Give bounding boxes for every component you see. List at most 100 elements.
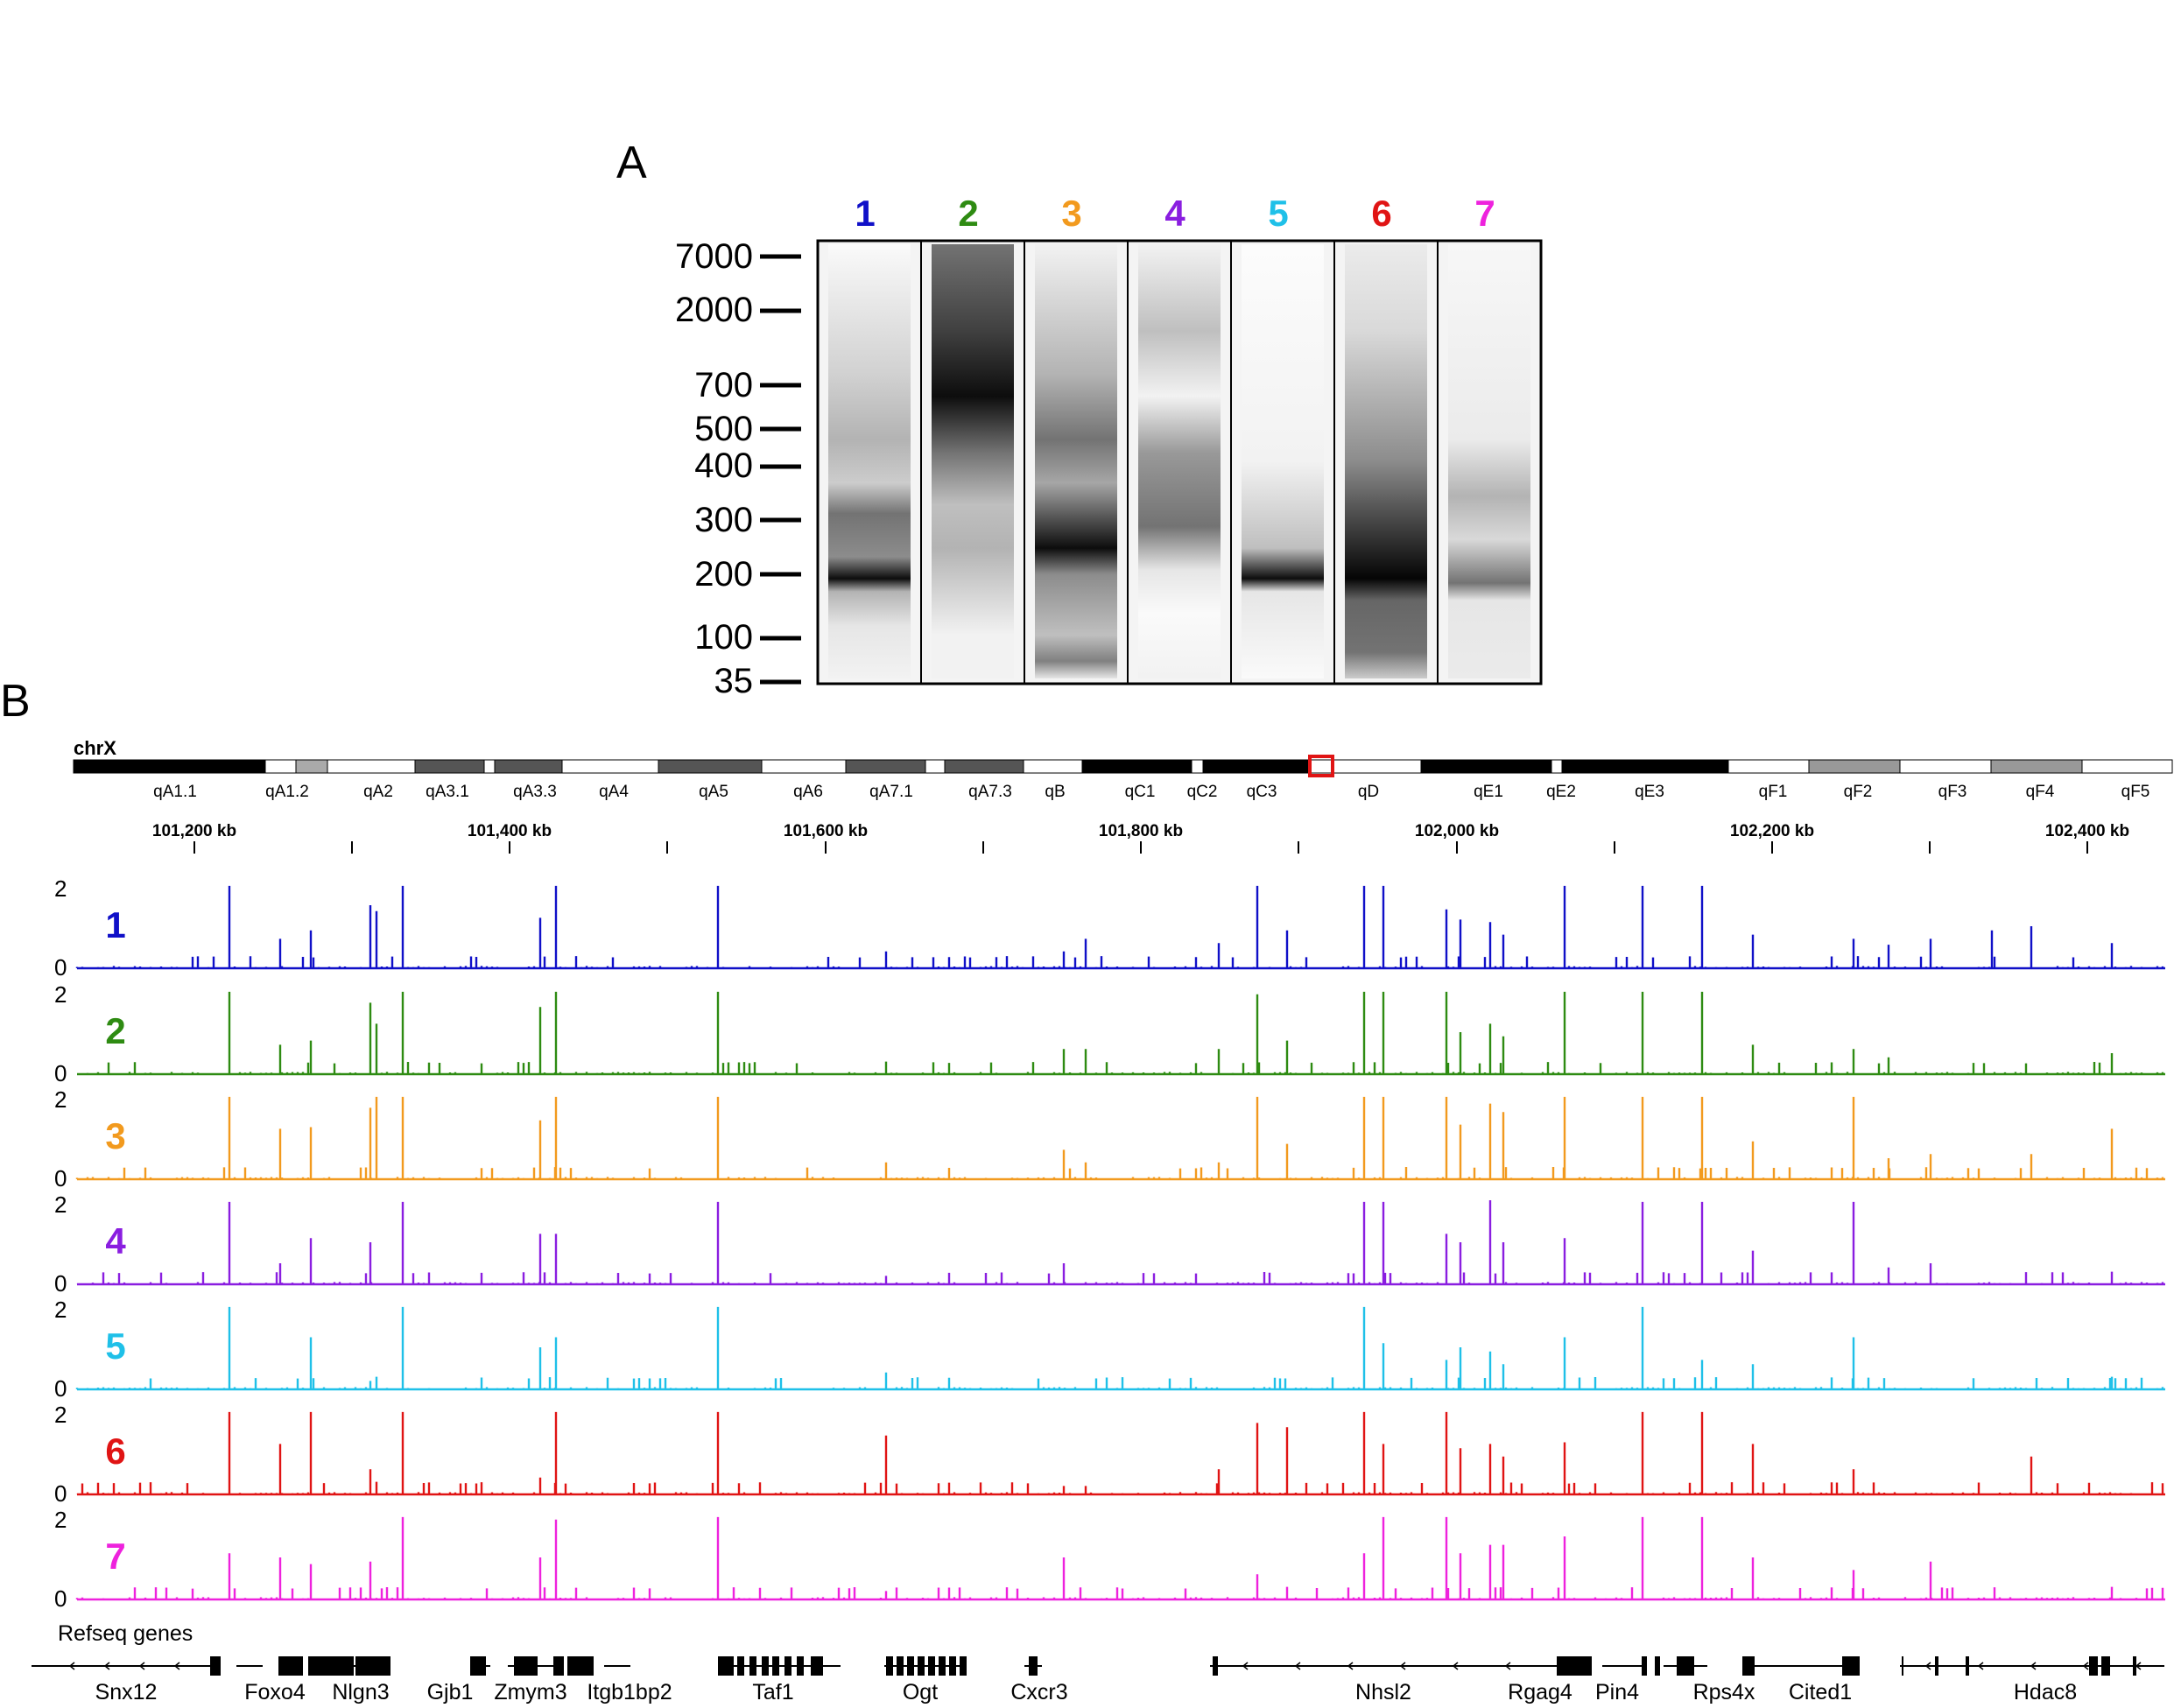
band-label: qE3	[1635, 783, 1664, 801]
signal-track-4: 2 0 4	[54, 1191, 2165, 1297]
signal-track-5: 2 0 5	[54, 1297, 2165, 1402]
band-label: qA7.1	[869, 783, 913, 801]
chromosome-band	[1023, 759, 1083, 774]
gene-exon	[1842, 1656, 1860, 1676]
chromosome-band	[1808, 759, 1901, 774]
gene-exon	[2089, 1656, 2098, 1676]
signal-track-7: 2 0 7	[54, 1507, 2165, 1612]
gene-exon	[368, 1656, 380, 1676]
strand-arrow	[173, 1662, 180, 1670]
coordinate-label: 101,400 kb	[468, 822, 552, 840]
band-label: qC3	[1247, 783, 1277, 801]
track-label: 4	[105, 1220, 126, 1262]
chromosome-band	[761, 759, 847, 774]
ladder-label-300: 300	[694, 501, 753, 539]
gene-exon	[525, 1656, 538, 1676]
ladder-label-100: 100	[694, 618, 753, 657]
gene-exon	[886, 1656, 893, 1676]
gel-lane-label-2: 2	[958, 193, 978, 234]
ladder-label-200: 200	[694, 555, 753, 594]
gene-exon	[737, 1656, 744, 1676]
gene-exon	[928, 1656, 935, 1676]
gene-label: Zmym3	[494, 1680, 566, 1704]
coordinate-label: 101,600 kb	[784, 822, 868, 840]
gel-lane-label-6: 6	[1371, 193, 1391, 234]
gene-exon	[1677, 1656, 1694, 1676]
band-label: qA5	[699, 783, 728, 801]
signal-trace	[75, 1306, 2165, 1391]
signal-track-1: 2 0 1	[54, 875, 2165, 981]
y-axis-min-label: 0	[54, 954, 67, 981]
gel-lane-smear-1	[828, 244, 911, 678]
y-axis-min-label: 0	[54, 1270, 67, 1297]
chromosome-band	[1551, 759, 1563, 774]
strand-arrow	[1294, 1662, 1301, 1670]
panel-b-letter: B	[0, 676, 31, 727]
ladder-label-2000: 2000	[675, 291, 753, 329]
gene-exon	[355, 1656, 368, 1676]
gene-exon	[1966, 1656, 1969, 1676]
gene-exon	[1655, 1656, 1660, 1676]
gene-exon	[762, 1656, 769, 1676]
chromosome-band	[494, 759, 563, 774]
track-label: 5	[105, 1325, 125, 1367]
strand-arrow	[103, 1662, 110, 1670]
gene-exon	[1642, 1656, 1647, 1676]
gene-label: Hdac8	[2014, 1680, 2077, 1704]
size-ladder: 7000 2000 700 500 400 300 200 100 35	[675, 237, 801, 700]
gene-label: Taf1	[752, 1680, 793, 1704]
chromosome-band	[73, 759, 266, 774]
gene-exon	[949, 1656, 956, 1676]
track-label: 6	[105, 1430, 125, 1472]
ladder-label-700: 700	[694, 366, 753, 404]
strand-arrow	[1399, 1662, 1406, 1670]
y-axis-min-label: 0	[54, 1375, 67, 1402]
band-label: qF1	[1759, 783, 1788, 801]
coordinate-label: 101,200 kb	[152, 822, 236, 840]
gel-lane-smear-7	[1448, 244, 1530, 678]
gene-exon	[2133, 1656, 2136, 1676]
chromosome-band	[295, 759, 328, 774]
track-label: 2	[105, 1010, 125, 1051]
gel-lane-label-1: 1	[855, 193, 875, 234]
y-axis-max-label: 2	[54, 875, 67, 902]
gene-label: Gjb1	[427, 1680, 474, 1704]
gene-exon	[727, 1656, 734, 1676]
signal-trace	[75, 1411, 2165, 1496]
chromosome-band	[1990, 759, 2083, 774]
chromosome-band	[561, 759, 659, 774]
strand-arrow	[2030, 1662, 2037, 1670]
gene-exon	[772, 1656, 779, 1676]
band-label: qF5	[2121, 783, 2150, 801]
gel-image	[816, 239, 1543, 685]
ladder-label-400: 400	[694, 446, 753, 485]
strand-arrow	[1452, 1662, 1459, 1670]
gene-label: Foxo4	[244, 1680, 306, 1704]
y-axis-max-label: 2	[54, 1086, 67, 1113]
gene-exon	[308, 1656, 354, 1676]
band-label: qC1	[1125, 783, 1156, 801]
ladder-label-7000: 7000	[675, 237, 753, 276]
refseq-track-title: Refseq genes	[58, 1621, 193, 1646]
chromosome-band	[845, 759, 926, 774]
strand-arrow	[1242, 1662, 1249, 1670]
gene-exon	[907, 1656, 914, 1676]
coordinate-ruler: 101,200 kb 101,400 kb 101,600 kb 101,800 kb…	[152, 822, 2129, 854]
y-axis-max-label: 2	[54, 1402, 67, 1428]
signal-trace	[75, 1096, 2165, 1181]
gene-exon	[470, 1656, 486, 1676]
strand-arrow	[1977, 1662, 1984, 1670]
y-axis-min-label: 0	[54, 1480, 67, 1507]
gene-exon	[960, 1656, 967, 1676]
signal-trace	[75, 885, 2165, 970]
y-axis-max-label: 2	[54, 1191, 67, 1218]
gel-lane-label-4: 4	[1164, 193, 1185, 234]
signal-track-6: 2 0 6	[54, 1402, 2165, 1507]
chromosome-band	[1081, 759, 1193, 774]
coordinate-label: 101,800 kb	[1099, 822, 1183, 840]
gene-label: Pin4	[1595, 1680, 1639, 1704]
y-axis-max-label: 2	[54, 1297, 67, 1323]
panel-b: B chrX qA1.1 qA1.2 qA2 qA3.1 qA3.3 qA4 qA5 qA6 q…	[0, 676, 2173, 1704]
